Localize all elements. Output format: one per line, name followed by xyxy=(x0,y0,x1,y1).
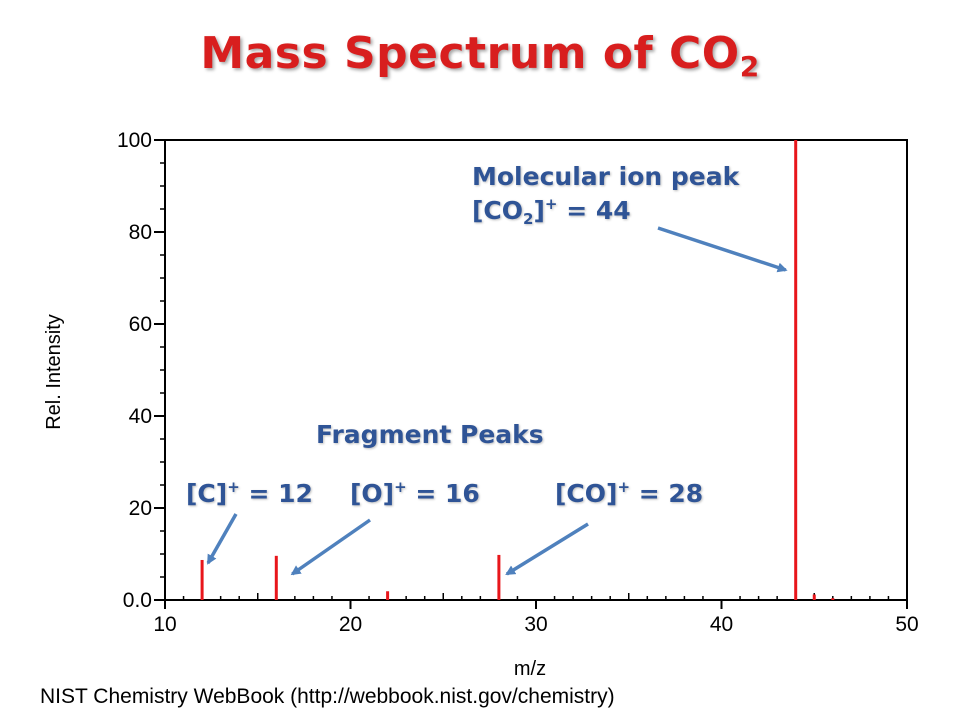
source-citation: NIST Chemistry WebBook (http://webbook.n… xyxy=(40,685,615,708)
x-axis-label: m/z xyxy=(514,658,546,680)
slide-title: Mass Spectrum of CO2 xyxy=(0,28,960,83)
molecular-ion-annotation: Molecular ion peak [CO2]+ = 44 xyxy=(472,162,739,228)
y-tick-label: 40 xyxy=(129,405,152,428)
title-main: Mass Spectrum of CO xyxy=(200,28,740,79)
arrow-to-molecular-peak xyxy=(657,226,788,273)
y-axis-label: Rel. Intensity xyxy=(43,314,65,430)
x-tick-label: 10 xyxy=(153,613,176,636)
x-tick-label: 30 xyxy=(524,613,547,636)
title-subscript: 2 xyxy=(739,50,760,83)
y-tick-label: 100 xyxy=(117,129,152,152)
molecular-ion-formula: [CO2]+ = 44 xyxy=(472,195,631,228)
y-tick-label: 20 xyxy=(129,497,152,520)
c-ion-annotation: [C]+ = 12 xyxy=(186,478,313,508)
y-tick-label: 80 xyxy=(129,221,152,244)
x-tick-label: 40 xyxy=(710,613,733,636)
y-tick-label: 0.0 xyxy=(123,589,152,612)
x-tick-label: 20 xyxy=(339,613,362,636)
arrow-to-co-peak xyxy=(505,522,589,576)
fragment-peaks-label: Fragment Peaks xyxy=(316,420,544,449)
molecular-ion-label: Molecular ion peak xyxy=(472,162,740,191)
x-tick-label: 50 xyxy=(895,613,918,636)
arrow-to-o-peak xyxy=(290,518,371,576)
co-ion-annotation: [CO]+ = 28 xyxy=(555,478,704,508)
arrow-to-c-peak xyxy=(206,513,238,565)
o-ion-annotation: [O]+ = 16 xyxy=(350,478,480,508)
y-tick-label: 60 xyxy=(129,313,152,336)
